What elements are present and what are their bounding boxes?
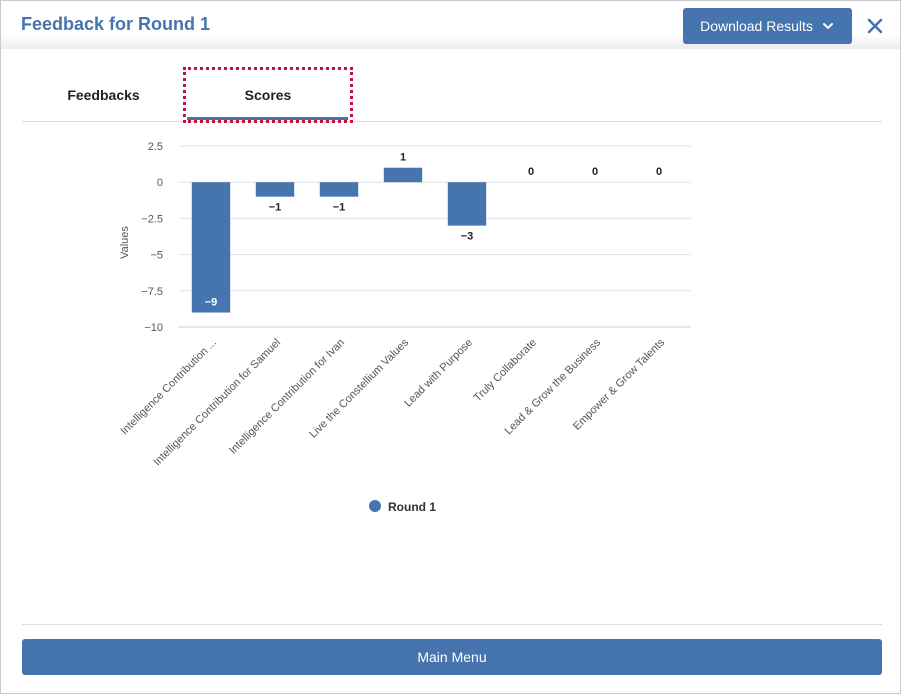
y-tick-label: −5 xyxy=(150,250,163,262)
data-label: −1 xyxy=(269,202,282,214)
bar[interactable] xyxy=(191,182,231,313)
main-menu-button[interactable]: Main Menu xyxy=(22,639,882,675)
bar[interactable] xyxy=(383,167,423,183)
y-tick-label: −10 xyxy=(144,322,163,334)
close-icon[interactable] xyxy=(864,15,886,37)
dialog-title: Feedback for Round 1 xyxy=(21,14,211,34)
bar[interactable] xyxy=(447,182,487,226)
download-results-label: Download Results xyxy=(700,18,813,34)
y-tick-label: −2.5 xyxy=(141,213,163,225)
data-label: 0 xyxy=(528,166,534,178)
active-tab-indicator xyxy=(187,117,348,120)
data-label: −9 xyxy=(205,297,218,309)
tab-bar: Feedbacks Scores xyxy=(22,67,882,123)
tab-feedbacks[interactable]: Feedbacks xyxy=(67,87,140,103)
footer-divider xyxy=(22,624,882,625)
data-label: −3 xyxy=(461,231,474,243)
bar[interactable] xyxy=(255,182,295,197)
y-tick-label: 0 xyxy=(157,177,163,189)
scores-chart: 2.5 0 −2.5 −5 −7.5 −10 Values −9 Intelligence Co… xyxy=(101,131,721,531)
y-tick-label: −7.5 xyxy=(141,286,163,298)
data-label: 1 xyxy=(400,152,406,164)
x-tick-label: Intelligence Contribution for Samuel xyxy=(151,337,283,469)
legend-marker xyxy=(369,500,381,512)
legend-label: Round 1 xyxy=(388,500,436,514)
data-label: 0 xyxy=(592,166,598,178)
x-tick-label: Truly Collaborate xyxy=(472,337,539,404)
y-tick-label: 2.5 xyxy=(148,141,163,153)
chevron-down-icon xyxy=(822,23,833,29)
bar[interactable] xyxy=(319,182,359,197)
data-label: −1 xyxy=(333,202,346,214)
tab-scores[interactable]: Scores xyxy=(183,67,353,123)
x-tick-label: Intelligence Contribution for Ivan xyxy=(227,337,347,457)
data-label: 0 xyxy=(656,166,662,178)
x-tick-label: Lead with Purpose xyxy=(402,337,475,410)
y-axis-title: Values xyxy=(119,226,131,259)
dialog-header: Feedback for Round 1 Download Results xyxy=(1,1,900,49)
download-results-button[interactable]: Download Results xyxy=(683,8,852,44)
